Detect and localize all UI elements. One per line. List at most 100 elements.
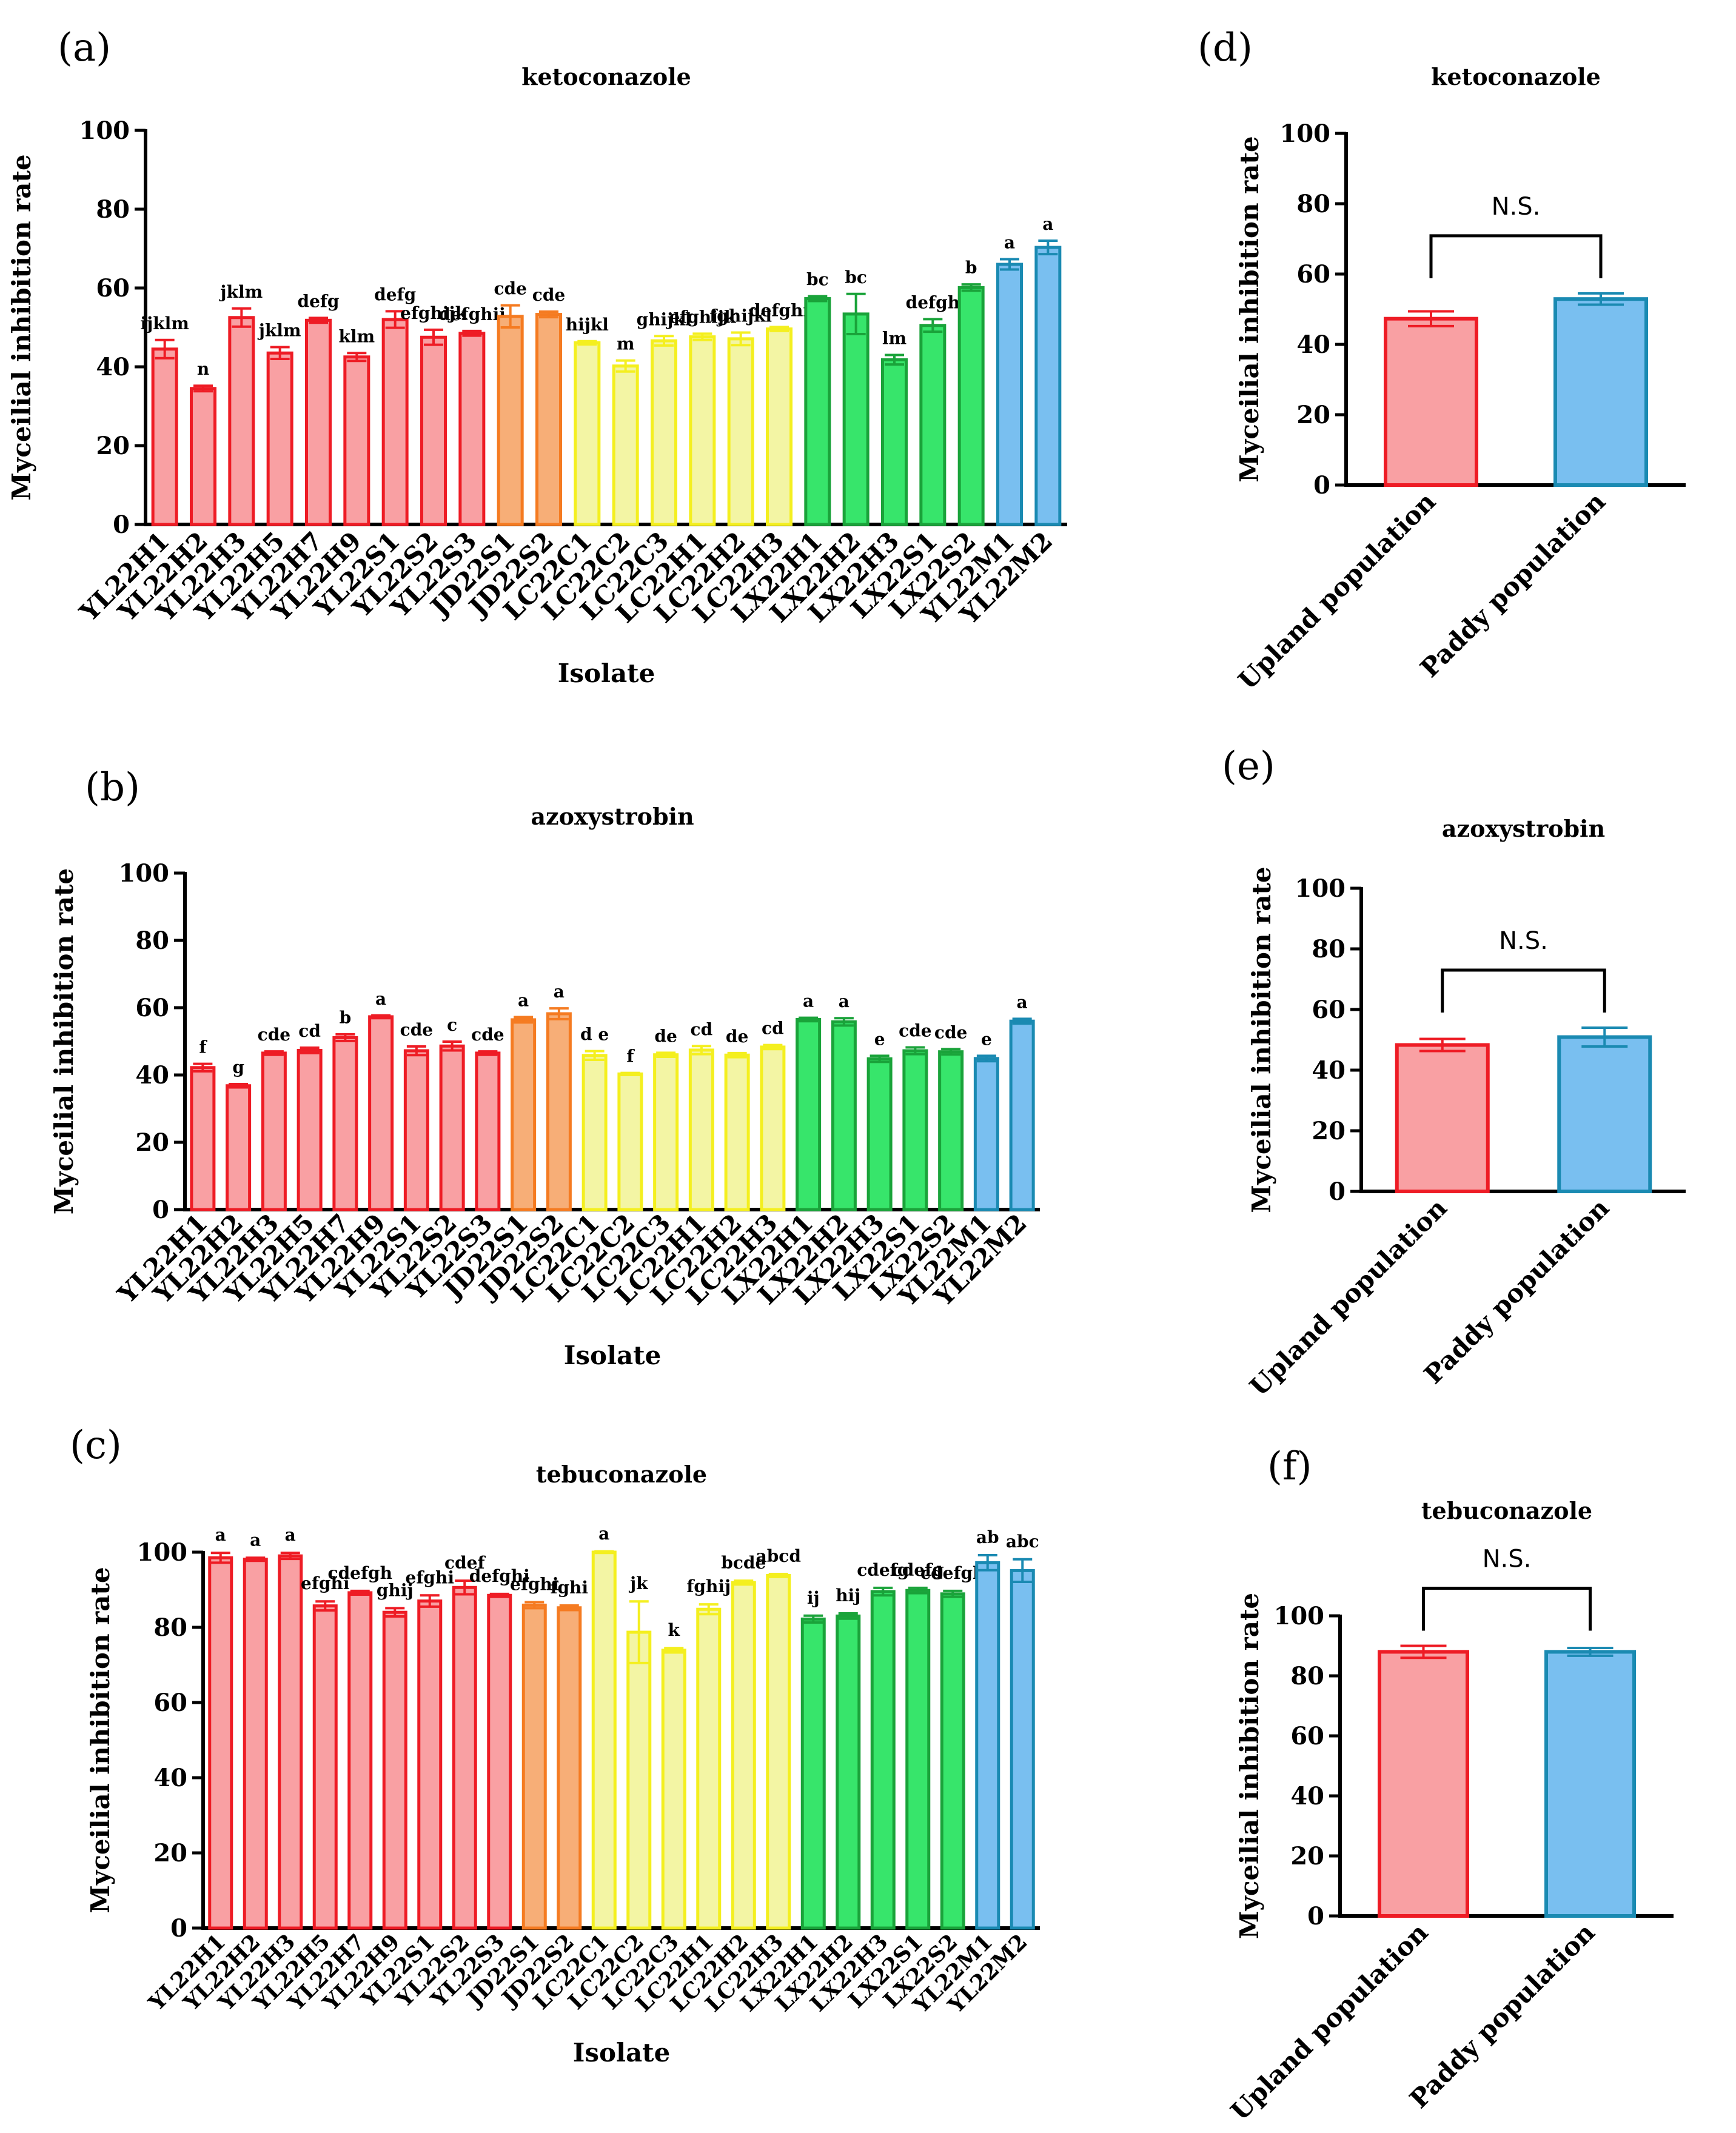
chart-title: tebuconazole	[536, 1461, 707, 1488]
bar-lc22c1	[583, 1056, 606, 1210]
y-tick-label: 20	[1290, 1842, 1324, 1870]
significance-letter: n	[197, 359, 209, 379]
significance-letter: a	[375, 989, 386, 1009]
bar-lc22c1	[575, 343, 599, 524]
panel-f: (f)tebuconazoleMyceilial inhibition rate…	[1225, 1444, 1674, 2126]
chart-title: azoxystrobin	[531, 803, 694, 830]
x-tick-label: Upland population	[1225, 1917, 1433, 2126]
bar-yl22h1	[192, 1068, 214, 1210]
bar-lc22h2	[729, 339, 752, 524]
bar-yl22s3	[489, 1595, 511, 1928]
significance-letter: cd	[762, 1019, 784, 1039]
y-tick-label: 20	[1312, 1117, 1346, 1145]
bar-yl22s3	[460, 333, 484, 524]
bar-lx22s1	[904, 1051, 927, 1210]
significance-letter: fghi	[550, 1578, 588, 1598]
significance-letter: a	[518, 991, 529, 1011]
significance-bracket	[1431, 236, 1601, 278]
y-tick-label: 40	[96, 353, 130, 381]
bar-yl22h7	[349, 1593, 371, 1928]
x-tick-label: Paddy population	[1404, 1917, 1600, 2114]
x-tick-label: Paddy population	[1418, 1193, 1615, 1389]
panel-c: (c)tebuconazoleMyceilial inhibition rate…	[70, 1423, 1040, 2068]
y-tick-label: 60	[1296, 260, 1330, 289]
x-tick-label: Paddy population	[1415, 486, 1611, 683]
significance-letter: bc	[845, 267, 867, 287]
bar-upland-population	[1379, 1652, 1467, 1916]
bar-yl22h3	[230, 318, 253, 524]
y-tick-label: 0	[1313, 471, 1330, 500]
panel-a: (a) ketoconazole Myceilial inhibition rate…	[7, 25, 1067, 688]
panel-e: (e)azoxystrobinMyceilial inhibition rate…	[1222, 744, 1686, 1402]
bar-yl22h5	[314, 1606, 336, 1928]
significance-letter: de	[654, 1026, 677, 1046]
bar-yl22h2	[192, 389, 215, 524]
bar-yl22s3	[477, 1053, 499, 1210]
y-tick-label: 0	[113, 511, 130, 539]
bar-yl22s2	[454, 1587, 475, 1928]
y-tick-label: 0	[1329, 1177, 1346, 1206]
significance-letter: a	[250, 1530, 261, 1550]
bar-lx22h1	[806, 299, 829, 524]
panel-b: (b) azoxystrobin Myceilial inhibition rate…	[49, 765, 1040, 1370]
x-tick-label: Upland population	[1233, 486, 1441, 695]
bar-yl22h3	[280, 1556, 301, 1928]
bar-jd22s1	[512, 1020, 535, 1210]
y-axis-label: Myceilial inhibition rate	[7, 154, 36, 500]
significance-bracket	[1443, 970, 1605, 1013]
y-tick-label: 40	[1312, 1056, 1346, 1085]
y-tick-label: 0	[1307, 1902, 1324, 1930]
bar-paddy-population	[1555, 299, 1646, 485]
y-tick-label: 40	[135, 1061, 169, 1090]
y-tick-label: 60	[135, 994, 169, 1022]
significance-letter: d e	[580, 1025, 609, 1045]
y-tick-label: 80	[1290, 1662, 1324, 1690]
significance-letter: lm	[882, 329, 907, 349]
significance-letter: k	[668, 1620, 680, 1640]
significance-letter: a	[598, 1524, 609, 1544]
bar-lc22h1	[690, 1050, 712, 1210]
bar-lc22c3	[663, 1650, 685, 1928]
significance-letter: defg	[297, 291, 339, 311]
y-tick-label: 20	[135, 1128, 169, 1157]
bar-lc22h3	[768, 1575, 789, 1928]
y-tick-label: 100	[119, 859, 170, 888]
y-tick-label: 80	[1296, 190, 1330, 218]
bar-yl22h1	[210, 1558, 232, 1928]
chart-title: tebuconazole	[1421, 1497, 1592, 1524]
bar-yl22s1	[405, 1051, 427, 1210]
panel-label: (b)	[85, 765, 140, 810]
significance-letter: a	[839, 991, 850, 1011]
y-tick-label: 100	[1295, 874, 1346, 903]
y-tick-label: 80	[96, 195, 130, 224]
bar-yl22h2	[244, 1559, 266, 1928]
significance-letter: a	[554, 982, 565, 1002]
significance-letter: jklm	[218, 282, 263, 302]
bar-jd22s2	[537, 315, 561, 524]
ns-annotation: N.S.	[1483, 1545, 1532, 1573]
significance-letter: a	[285, 1525, 296, 1545]
y-tick-label: 20	[153, 1839, 187, 1867]
significance-letter: jk	[628, 1573, 648, 1593]
significance-letter: c	[447, 1015, 457, 1035]
y-tick-label: 60	[1312, 996, 1346, 1024]
bar-lc22h1	[698, 1609, 720, 1928]
bar-yl22h9	[370, 1017, 392, 1210]
significance-letter: abcd	[756, 1546, 801, 1566]
y-tick-label: 100	[137, 1538, 188, 1567]
ns-annotation: N.S.	[1499, 927, 1548, 955]
x-axis-label: Isolate	[564, 1341, 662, 1370]
bar-yl22m1	[977, 1562, 999, 1928]
significance-letter: cde	[934, 1022, 967, 1042]
y-tick-label: 20	[96, 432, 130, 460]
bar-yl22m1	[975, 1059, 997, 1210]
bar-lc22h3	[762, 1047, 784, 1210]
bar-lx22h2	[844, 314, 868, 524]
significance-bracket	[1424, 1589, 1590, 1631]
bar-yl22h7	[307, 320, 330, 524]
bar-lc22c3	[655, 1055, 677, 1210]
chart-title: azoxystrobin	[1442, 815, 1605, 842]
bar-paddy-population	[1546, 1652, 1634, 1916]
bar-upland-population	[1386, 319, 1476, 485]
bar-yl22h5	[298, 1050, 321, 1210]
